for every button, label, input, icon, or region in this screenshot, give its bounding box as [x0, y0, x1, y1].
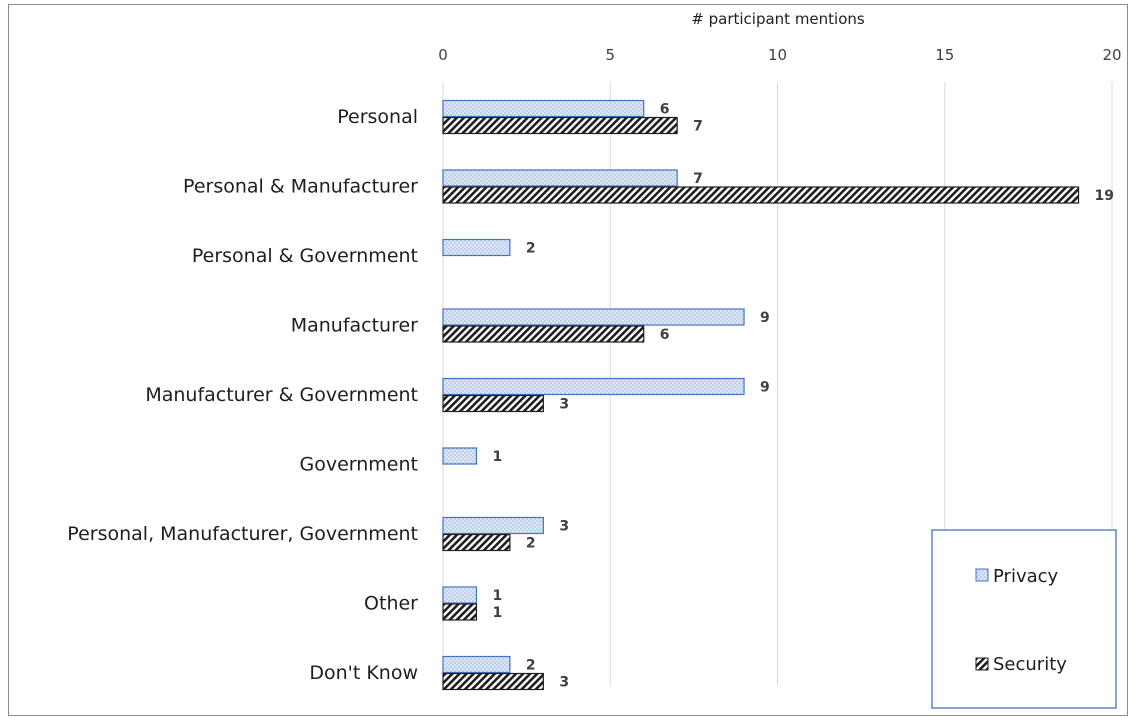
data-label-security: 2 [526, 536, 536, 552]
bar-privacy [442, 169, 678, 187]
data-label-privacy: 2 [526, 658, 536, 674]
data-label-security: 1 [492, 605, 502, 621]
category-label: Government [300, 454, 419, 476]
legend-label-security: Security [993, 654, 1067, 675]
bar-security [442, 394, 544, 413]
x-tick-labels: 0 5 10 15 20 [438, 46, 1121, 64]
category-label: Other [364, 593, 418, 615]
category-label: Manufacturer & Government [145, 384, 418, 406]
x-tick-label: 5 [605, 46, 615, 64]
bar-security [442, 672, 544, 691]
bar-security [442, 603, 478, 621]
x-tick-label: 0 [438, 46, 448, 64]
category-label: Personal, Manufacturer, Government [67, 523, 418, 545]
bar-privacy [442, 447, 478, 465]
bar-privacy [442, 308, 745, 326]
legend-swatch-security [975, 657, 989, 671]
category-label: Personal [337, 106, 418, 128]
data-label-security: 19 [1095, 188, 1114, 204]
x-tick-label: 20 [1102, 46, 1121, 64]
data-label-security: 3 [559, 675, 569, 691]
bar-privacy [442, 586, 478, 604]
data-label-privacy: 9 [760, 380, 770, 396]
bar-privacy [442, 99, 645, 118]
data-label-privacy: 1 [492, 449, 502, 465]
x-tick-label: 15 [935, 46, 954, 64]
category-labels: Personal Personal & Manufacturer Personal … [67, 106, 418, 684]
data-label-security: 7 [693, 119, 703, 135]
bar-security [442, 186, 1080, 204]
data-label-privacy: 1 [492, 588, 502, 604]
bar-security [442, 325, 645, 343]
data-label-security: 3 [559, 397, 569, 413]
category-label: Personal & Government [192, 245, 418, 267]
data-label-security: 6 [660, 327, 670, 343]
bar-privacy [442, 516, 544, 535]
legend-box [931, 529, 1117, 709]
data-label-privacy: 3 [559, 519, 569, 535]
bar-privacy [442, 377, 745, 396]
bar-security [442, 533, 511, 552]
data-label-privacy: 6 [660, 102, 670, 118]
bars [442, 99, 1080, 691]
legend-swatch-privacy [975, 568, 989, 582]
legend-label-privacy: Privacy [993, 566, 1059, 587]
legend: Privacy Security [931, 529, 1117, 709]
category-label: Personal & Manufacturer [183, 176, 418, 198]
bar-security [442, 116, 678, 135]
bar-privacy [442, 655, 511, 674]
data-label-privacy: 7 [693, 171, 703, 187]
x-axis-title: # participant mentions [691, 10, 865, 28]
data-label-privacy: 9 [760, 310, 770, 326]
category-label: Don't Know [309, 662, 418, 684]
category-label: Manufacturer [291, 315, 418, 337]
data-label-privacy: 2 [526, 241, 536, 257]
x-tick-label: 10 [768, 46, 787, 64]
bar-privacy [442, 238, 511, 257]
